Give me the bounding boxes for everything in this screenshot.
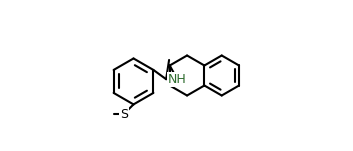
Text: NH: NH — [168, 73, 187, 86]
Text: S: S — [120, 108, 128, 120]
